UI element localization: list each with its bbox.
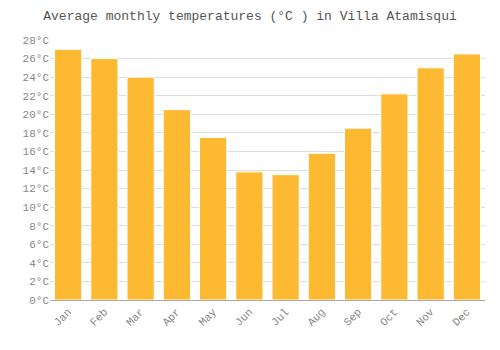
- svg-text:8°C: 8°C: [29, 221, 49, 233]
- svg-text:28°C: 28°C: [23, 35, 50, 47]
- svg-text:26°C: 26°C: [23, 53, 50, 65]
- svg-text:May: May: [197, 306, 220, 329]
- svg-text:Apr: Apr: [160, 306, 182, 328]
- svg-text:Sep: Sep: [342, 306, 364, 328]
- svg-text:Jan: Jan: [52, 306, 74, 328]
- svg-text:6°C: 6°C: [29, 239, 49, 251]
- svg-text:Jul: Jul: [269, 306, 291, 328]
- svg-text:16°C: 16°C: [23, 146, 50, 158]
- svg-text:2°C: 2°C: [29, 276, 49, 288]
- svg-text:18°C: 18°C: [23, 128, 50, 140]
- svg-text:Dec: Dec: [450, 306, 472, 328]
- svg-text:Oct: Oct: [378, 306, 400, 328]
- svg-text:0°C: 0°C: [29, 295, 49, 307]
- svg-text:4°C: 4°C: [29, 258, 49, 270]
- svg-text:Jun: Jun: [233, 306, 255, 328]
- svg-text:Nov: Nov: [414, 306, 437, 329]
- svg-text:10°C: 10°C: [23, 202, 50, 214]
- svg-text:Feb: Feb: [88, 306, 110, 328]
- svg-text:Mar: Mar: [124, 306, 146, 328]
- svg-text:24°C: 24°C: [23, 72, 50, 84]
- svg-text:14°C: 14°C: [23, 165, 50, 177]
- svg-text:20°C: 20°C: [23, 109, 50, 121]
- svg-text:Average monthly temperatures (: Average monthly temperatures (°C ) in Vi…: [43, 9, 457, 24]
- svg-text:Aug: Aug: [305, 306, 327, 328]
- svg-text:22°C: 22°C: [23, 91, 50, 103]
- svg-text:12°C: 12°C: [23, 183, 50, 195]
